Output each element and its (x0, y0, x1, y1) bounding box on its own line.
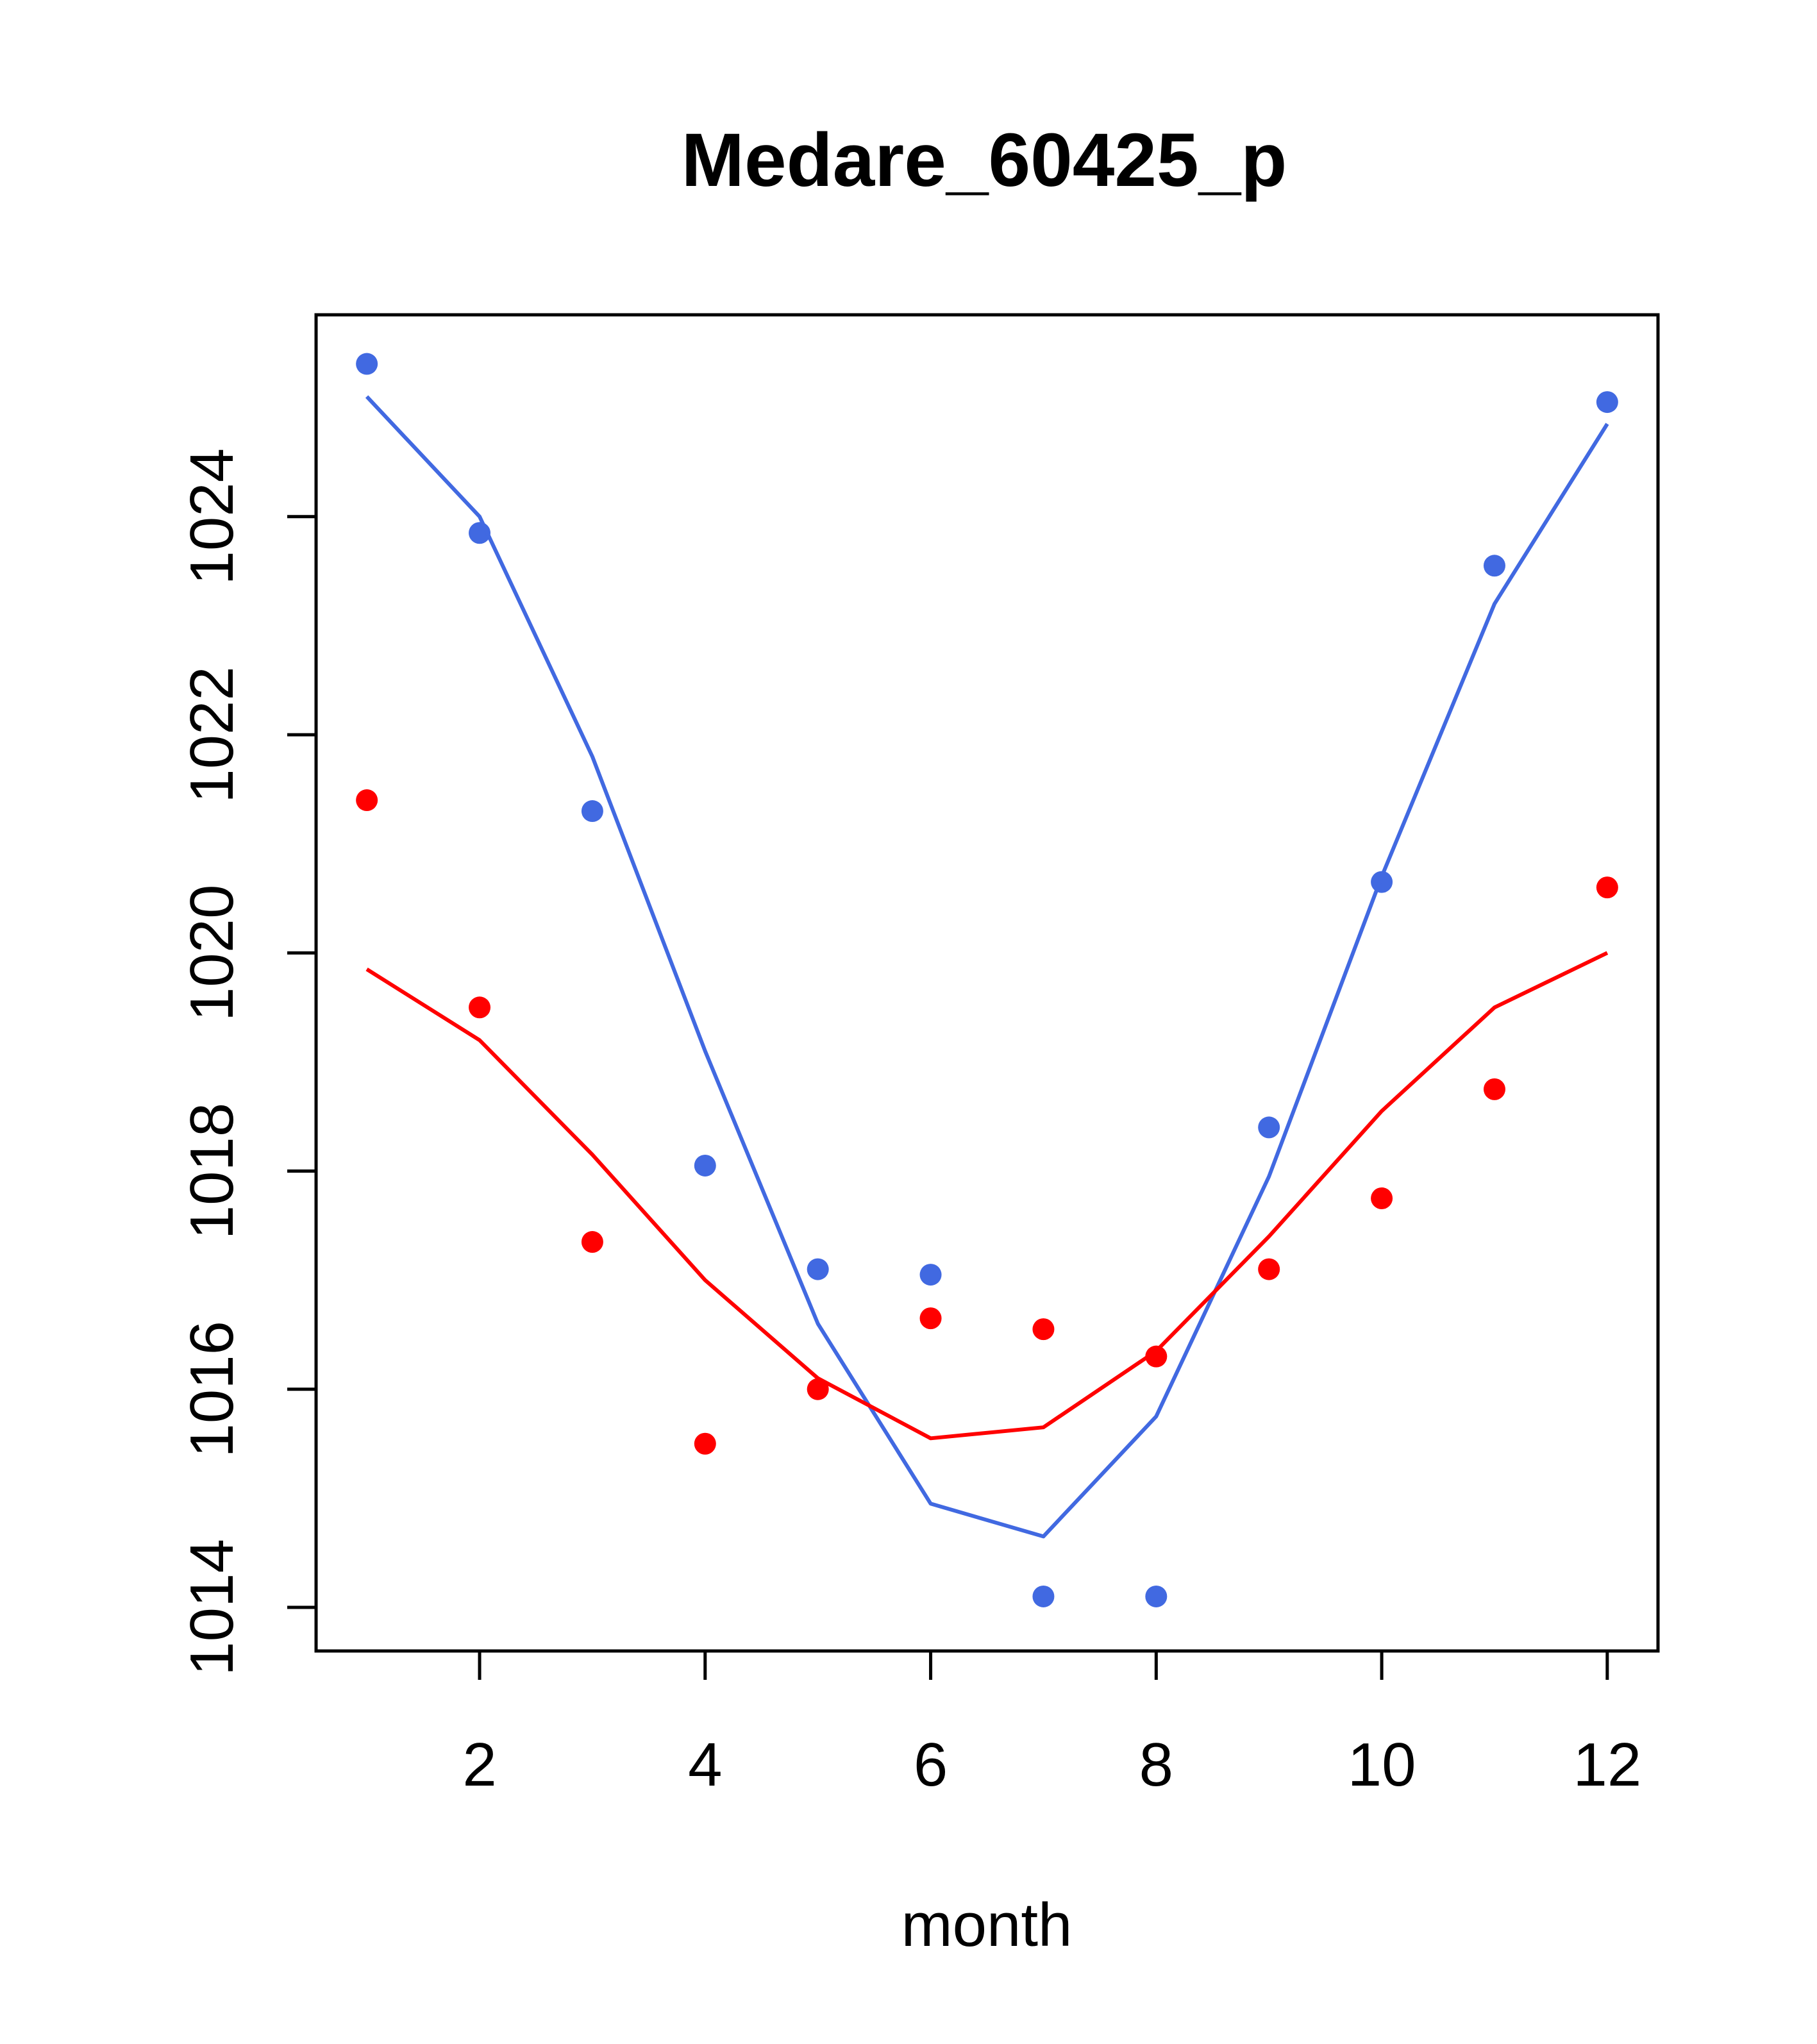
y-axis: 1014 1016 1018 1020 1022 1024 (178, 448, 318, 1676)
blue-point (1258, 1116, 1280, 1139)
x-tick-label: 8 (1139, 1730, 1173, 1799)
blue-point (1596, 391, 1618, 414)
red-point (469, 996, 491, 1019)
y-tick-label: 1024 (178, 448, 246, 585)
blue-point (356, 353, 378, 375)
blue-point (694, 1154, 716, 1177)
red-point (1483, 1078, 1505, 1100)
x-axis-label: month (901, 1891, 1073, 1959)
blue-point (1145, 1585, 1168, 1607)
red-point (1258, 1258, 1280, 1280)
blue-point (1032, 1585, 1055, 1607)
red-point (694, 1432, 716, 1455)
x-tick-label: 4 (688, 1730, 722, 1799)
x-tick-label: 10 (1348, 1730, 1416, 1799)
red-point (1145, 1345, 1168, 1368)
blue-point (1483, 555, 1505, 577)
blue-point (919, 1264, 942, 1286)
blue-fit-line (365, 395, 1609, 1539)
red-point (919, 1307, 942, 1330)
red-point (581, 1231, 603, 1253)
y-tick-label: 1018 (178, 1103, 246, 1240)
blue-point (807, 1258, 829, 1280)
y-tick-label: 1014 (178, 1539, 246, 1676)
series-layer (356, 353, 1618, 1607)
x-tick-label: 12 (1573, 1730, 1641, 1799)
plot-frame (314, 313, 1660, 1653)
x-tick-label: 2 (462, 1730, 496, 1799)
chart-title: Medare_60425_p (682, 118, 1287, 203)
red-point (356, 789, 378, 812)
y-tick-label: 1020 (178, 884, 246, 1021)
red-fit-line (365, 951, 1609, 1441)
red-point (1371, 1187, 1393, 1209)
red-point (1032, 1318, 1055, 1341)
y-tick-label: 1016 (178, 1321, 246, 1458)
red-point (807, 1378, 829, 1400)
blue-point (581, 800, 603, 823)
x-tick-label: 6 (914, 1730, 948, 1799)
y-tick-label: 1022 (178, 666, 246, 803)
red-point (1596, 876, 1618, 899)
x-axis: 2 4 6 8 10 12 (462, 1649, 1641, 1799)
